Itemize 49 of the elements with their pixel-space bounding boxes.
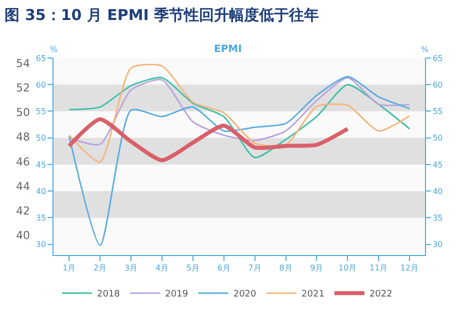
- legend-label: 2021: [302, 290, 324, 300]
- x-tick-label: 11月: [369, 264, 388, 273]
- y2-tick-label: 35: [432, 214, 443, 223]
- chart-title: 图 35：10 月 EPMI 季节性回升幅度低于往年: [4, 6, 320, 24]
- x-tick-label: 8月: [279, 264, 292, 273]
- y2-tick-label: 45: [432, 160, 443, 170]
- x-tick-label: 7月: [248, 264, 262, 273]
- y2-tick-label: 50: [432, 134, 443, 143]
- chart-subtitle: EPMI: [214, 44, 242, 55]
- line-series: [68, 76, 410, 158]
- y2-axis-title: %: [421, 45, 429, 54]
- x-tick-label: 10月: [338, 264, 357, 273]
- y2-tick-label: 30: [432, 240, 443, 250]
- y2-tick-label: 55: [432, 107, 443, 116]
- legend-label: 2020: [233, 290, 257, 300]
- y2-tick-label: 65: [432, 54, 443, 63]
- y-tick-label: 52: [16, 81, 30, 94]
- x-tick-label: 4月: [155, 264, 169, 273]
- y-tick-label: 42: [16, 204, 30, 218]
- y-tick-label: 54: [16, 56, 30, 70]
- line-series: [68, 76, 410, 146]
- y3-tick-label: 65: [36, 54, 46, 63]
- x-tick-label: 9月: [310, 264, 324, 273]
- x-tick-label: 12月: [400, 264, 419, 273]
- y-tick-label: 40: [16, 229, 30, 242]
- y3-tick-label: 55: [36, 107, 46, 116]
- y-tick-label: 46: [16, 155, 30, 168]
- y-tick-label: 48: [16, 130, 30, 144]
- legend-label: 2019: [165, 290, 188, 300]
- y3-tick-label: 35: [36, 214, 46, 223]
- y3-axis-title: %: [50, 45, 58, 54]
- x-tick-label: 1月: [62, 264, 76, 273]
- y-tick-label: 50: [16, 106, 30, 120]
- y3-tick-label: 60: [36, 80, 46, 90]
- y-tick-label: 44: [16, 180, 30, 193]
- legend-label: 2022: [369, 290, 392, 300]
- y3-tick-label: 50: [36, 134, 46, 143]
- y2-tick-label: 40: [432, 186, 443, 196]
- y2-tick-label: 60: [432, 80, 443, 90]
- x-tick-label: 5月: [186, 264, 200, 273]
- x-tick-label: 6月: [217, 264, 230, 273]
- line-series: [68, 76, 410, 246]
- x-tick-label: 3月: [124, 264, 138, 273]
- x-tick-label: 2月: [94, 264, 107, 273]
- legend-label: 2018: [97, 290, 120, 300]
- y3-tick-label: 45: [36, 160, 46, 170]
- y3-tick-label: 30: [36, 240, 46, 250]
- line-series: [67, 117, 350, 162]
- y3-tick-label: 40: [36, 186, 46, 196]
